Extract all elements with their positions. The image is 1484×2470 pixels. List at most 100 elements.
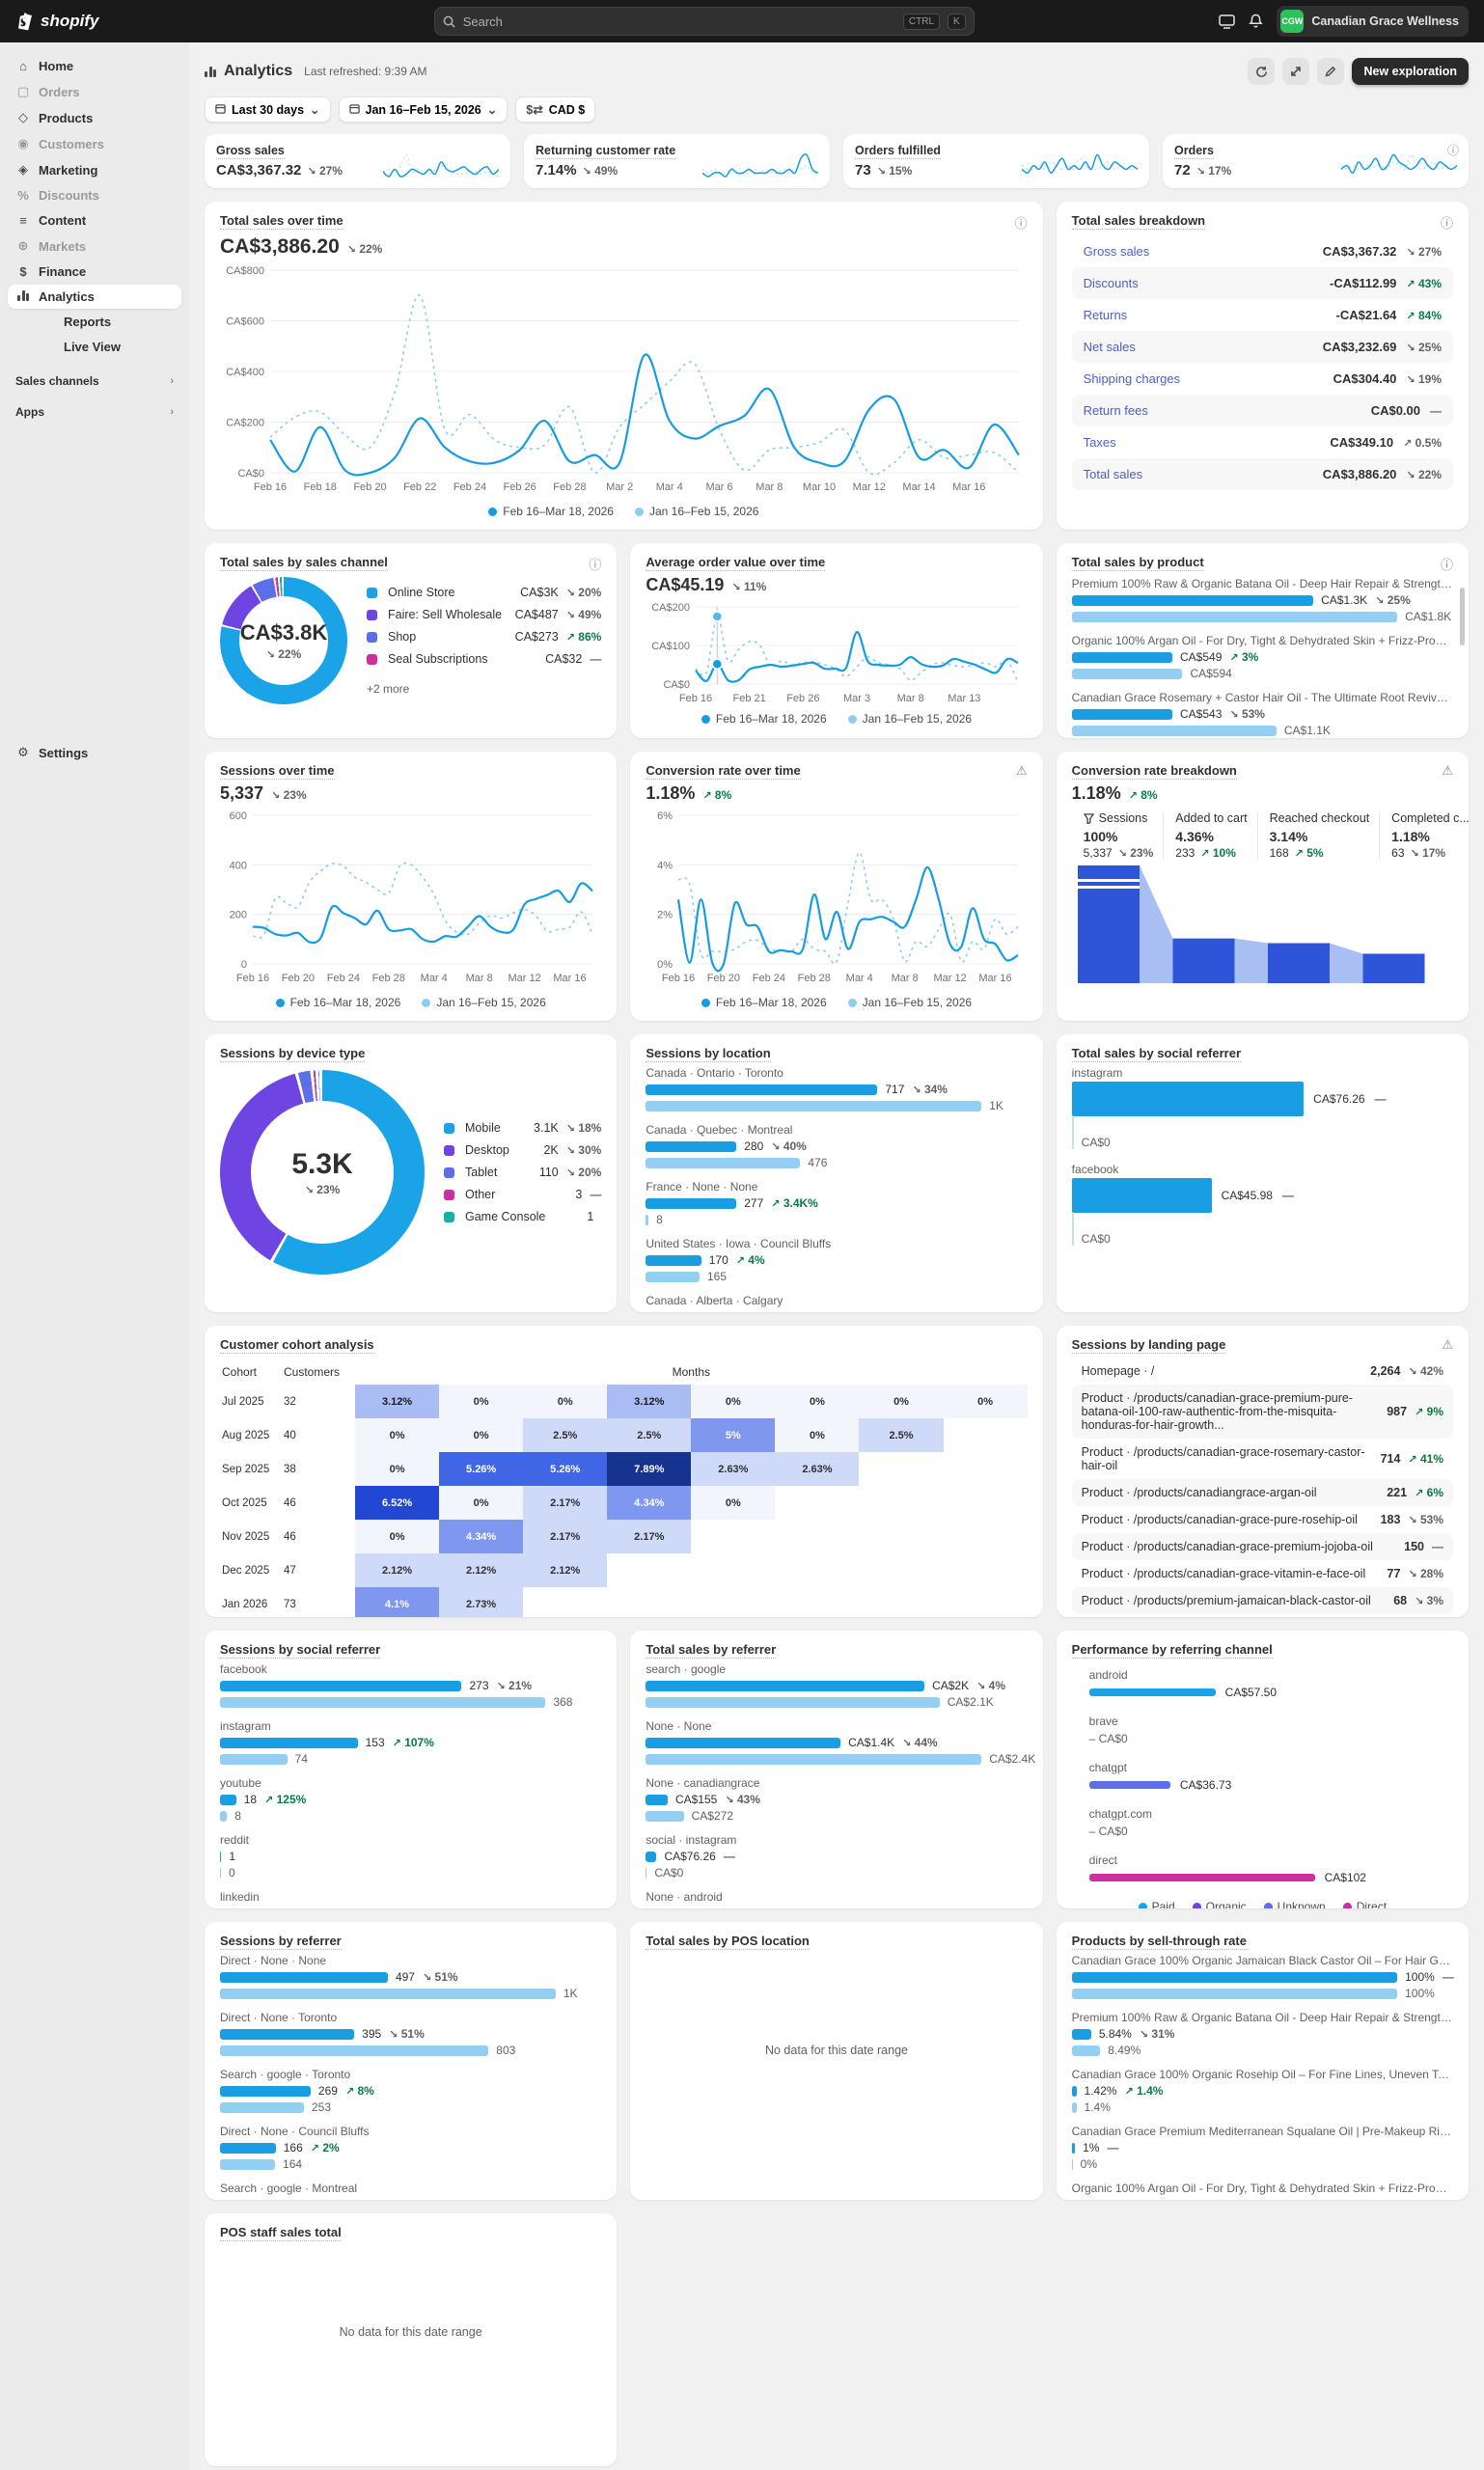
sidebar-item-analytics[interactable]: Analytics [8, 285, 181, 309]
sidebar-item-home[interactable]: ⌂ Home [8, 54, 181, 78]
dev-tools-icon[interactable] [1219, 14, 1236, 29]
sessions-line-chart[interactable]: 600 400 200 0 Feb 16 Feb 20 Feb 24 Feb 28 Mar 4 M… [220, 808, 601, 990]
cohort-cell[interactable]: 0% [355, 1452, 440, 1486]
legend-item[interactable]: Desktop 2K ↘ 30% [444, 1143, 601, 1157]
bar-row[interactable]: Premium 100% Raw & Organic Batana Oil - … [1071, 577, 1453, 623]
bar-row[interactable]: search · google CA$2K ↘ 4% CA$2.1K [646, 1662, 1027, 1709]
sidebar-item-settings[interactable]: ⚙ Settings [8, 740, 181, 765]
breakdown-metric-link[interactable]: Net sales [1083, 340, 1136, 354]
breakdown-metric-link[interactable]: Discounts [1083, 276, 1139, 290]
legend-item[interactable]: Paid [1138, 1900, 1175, 1908]
sidebar-item-markets[interactable]: ⊕ Markets [8, 233, 181, 259]
landing-page-row[interactable]: Product · /products/canadian-grace-premi… [1071, 1533, 1453, 1560]
info-icon[interactable]: ⓘ [1446, 144, 1459, 157]
cohort-cell[interactable]: 7.89% [607, 1452, 692, 1486]
cohort-cell[interactable]: 2.73% [439, 1587, 524, 1617]
bar-row[interactable]: Search · google · Toronto 269 ↗ 8% 253 [220, 2068, 601, 2114]
cohort-cell[interactable]: 4.1% [355, 1587, 440, 1617]
info-icon[interactable]: ⓘ [589, 558, 602, 572]
sidebar-item-marketing[interactable]: ◈ Marketing [8, 157, 181, 182]
cohort-cell[interactable]: 2.12% [523, 1553, 608, 1587]
cohort-cell[interactable]: 2.5% [607, 1418, 692, 1452]
channel-row-brave[interactable]: brave – CA$0 [1072, 1715, 1453, 1745]
legend-item[interactable]: Jan 16–Feb 15, 2026 [847, 996, 972, 1009]
cohort-cell[interactable]: 5% [691, 1418, 776, 1452]
account-menu[interactable]: CGW Canadian Grace Wellness [1277, 6, 1469, 37]
legend-item[interactable]: Jan 16–Feb 15, 2026 [847, 712, 972, 726]
breakdown-metric-link[interactable]: Taxes [1083, 435, 1116, 450]
channel-row-direct[interactable]: direct CA$102 [1072, 1853, 1453, 1884]
cohort-cell[interactable]: 0% [859, 1385, 944, 1418]
bar-row[interactable]: Canadian Grace Premium Mediterranean Squ… [1071, 2125, 1453, 2171]
edit-pencil-button[interactable] [1317, 58, 1345, 85]
cohort-cell[interactable]: 2.17% [607, 1520, 692, 1553]
search-input[interactable]: Search CTRL K [433, 7, 975, 36]
cohort-cell[interactable]: 2.63% [691, 1452, 776, 1486]
funnel-step-added-to-cart[interactable]: Added to cart 4.36% 233 ↗ 10% [1163, 811, 1256, 860]
cohort-cell[interactable]: 2.12% [355, 1553, 440, 1587]
landing-page-row[interactable]: Homepage · / 2,264 ↘ 42% [1072, 1358, 1453, 1385]
social-sales-row[interactable]: facebook CA$45.98 — CA$0 [1071, 1163, 1453, 1246]
legend-item[interactable]: Unknown [1263, 1900, 1326, 1908]
landing-page-row[interactable]: Product · /products/canadian-grace-pure-… [1072, 1506, 1453, 1533]
bar-row[interactable]: Canadian Grace Rosemary + Castor Hair Oi… [1071, 691, 1453, 737]
notifications-bell-icon[interactable] [1249, 14, 1264, 29]
channel-row-chatgpt-com[interactable]: chatgpt.com – CA$0 [1072, 1807, 1453, 1838]
bar-row[interactable]: instagram 153 ↗ 107% 74 [220, 1719, 601, 1766]
bar-row[interactable]: Canadian Grace 100% Organic Rosehip Oil … [1071, 2068, 1453, 2114]
cohort-cell[interactable]: 0% [943, 1385, 1028, 1418]
bar-row[interactable]: youtube 18 ↗ 125% 8 [220, 1776, 601, 1823]
social-sales-row[interactable]: instagram CA$76.26 — CA$0 [1071, 1066, 1453, 1149]
bar-row[interactable]: Premium 100% Raw & Organic Batana Oil - … [1071, 2011, 1453, 2057]
bar-row[interactable]: Canada · Quebec · Montreal 280 ↘ 40% 476 [646, 1123, 1027, 1169]
bar-row[interactable]: Canada · Ontario · Toronto 717 ↘ 34% 1K [646, 1066, 1027, 1112]
cohort-cell[interactable]: 0% [691, 1385, 776, 1418]
warning-icon[interactable]: ⚠ [1442, 1337, 1453, 1352]
bar-row[interactable]: linkedin0↘ 100%2 [220, 1890, 601, 1908]
bar-row[interactable]: Direct · None · None 497 ↘ 51% 1K [220, 1954, 601, 2000]
cohort-cell[interactable]: 0% [439, 1385, 524, 1418]
sidebar-item-products[interactable]: ◇ Products [8, 105, 181, 130]
total-sales-line-chart[interactable]: CA$800 CA$600 CA$400 CA$200 CA$0 Feb 16 Feb 18… [220, 262, 1028, 499]
bar-row[interactable]: Organic 100% Argan Oil - For Dry, Tight … [1071, 634, 1453, 680]
cohort-cell[interactable]: 0% [439, 1486, 524, 1520]
sidebar-item-finance[interactable]: $ Finance [8, 260, 181, 284]
warning-icon[interactable]: ⚠ [1016, 763, 1028, 778]
funnel-step-sessions[interactable]: Sessions 100% 5,337 ↘ 23% [1072, 811, 1164, 860]
bar-row[interactable]: United States · Iowa · Council Bluffs 170… [646, 1237, 1027, 1283]
breakdown-metric-link[interactable]: Total sales [1083, 467, 1143, 481]
bar-row[interactable]: reddit 1 0 [220, 1833, 601, 1880]
filter-chip-jan-16-feb-15-2026[interactable]: Jan 16–Feb 15, 2026 ⌄ [338, 96, 508, 123]
cohort-cell[interactable]: 3.12% [607, 1385, 692, 1418]
cohort-cell[interactable]: 2.17% [523, 1520, 608, 1553]
cohort-cell[interactable]: 0% [355, 1418, 440, 1452]
bar-row[interactable]: Organic 100% Argan Oil - For Dry, Tight … [1071, 2182, 1453, 2200]
cohort-cell[interactable]: 2.12% [439, 1553, 524, 1587]
legend-item[interactable]: Feb 16–Mar 18, 2026 [488, 505, 614, 518]
bar-row[interactable]: Canadian Grace 100% Organic Jamaican Bla… [1071, 1954, 1454, 2000]
legend-item[interactable]: Organic [1192, 1900, 1247, 1908]
donut-chart[interactable]: 5.3K ↘ 23% [220, 1070, 425, 1275]
funnel-step-reached-checkout[interactable]: Reached checkout 3.14% 168 ↗ 5% [1256, 811, 1380, 860]
legend-item[interactable]: Shop CA$273 ↗ 86% [367, 630, 601, 644]
channel-row-chatgpt[interactable]: chatgpt CA$36.73 [1072, 1761, 1453, 1792]
breakdown-metric-link[interactable]: Return fees [1083, 403, 1148, 418]
breakdown-metric-link[interactable]: Shipping charges [1083, 371, 1181, 386]
info-icon[interactable]: ⓘ [1440, 216, 1453, 231]
sidebar-item-discounts[interactable]: % Discounts [8, 183, 181, 207]
filter-chip-cad-[interactable]: $⇄ CAD $ [515, 96, 596, 123]
cohort-cell[interactable]: 5.26% [439, 1452, 524, 1486]
cohort-cell[interactable]: 3.12% [355, 1385, 440, 1418]
conversion-funnel-chart[interactable] [1072, 860, 1453, 986]
cohort-cell[interactable]: 0% [775, 1385, 860, 1418]
bar-row[interactable]: Canada · Alberta · Calgary150↗ 19%133 [646, 1294, 1027, 1312]
legend-item[interactable]: Seal Subscriptions CA$32 — [367, 652, 601, 666]
landing-page-row[interactable]: Product · /products/canadian-grace-rosem… [1072, 1439, 1453, 1479]
donut-chart[interactable]: CA$3.8K ↘ 22% [220, 577, 347, 704]
legend-item[interactable]: Game Console 1 [444, 1210, 601, 1223]
cohort-cell[interactable]: 0% [439, 1418, 524, 1452]
legend-item[interactable]: Jan 16–Feb 15, 2026 [634, 505, 758, 518]
sidebar-item-orders[interactable]: ▢ Orders [8, 79, 181, 104]
legend-item[interactable]: Feb 16–Mar 18, 2026 [275, 996, 400, 1009]
sidebar-item-content[interactable]: ≡ Content [8, 208, 181, 233]
